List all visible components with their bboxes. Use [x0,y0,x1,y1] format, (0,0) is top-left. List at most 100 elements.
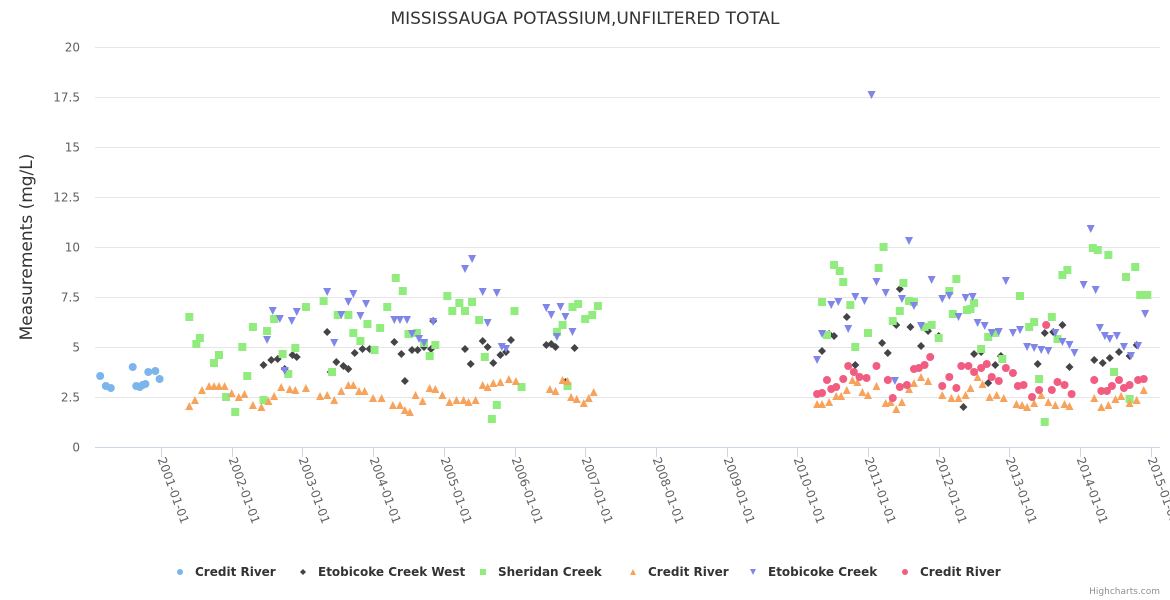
data-point [862,374,871,382]
data-point [570,344,579,352]
data-point [354,387,363,395]
data-point [968,293,977,301]
data-point [984,333,993,341]
data-point [985,393,994,401]
data-point [1053,335,1062,343]
data-point [400,377,409,385]
data-point [1100,332,1109,340]
data-point [1065,402,1074,410]
data-point [905,237,914,245]
legend-item[interactable]: Credit River [177,565,276,579]
data-point [1030,318,1039,326]
data-point [185,313,194,321]
data-point [431,341,440,349]
data-point [563,382,572,390]
data-point [404,330,413,338]
data-point [1122,273,1131,281]
data-point [275,315,284,323]
data-point [349,381,358,389]
legend-item[interactable]: Credit River [902,565,1001,579]
data-point [195,334,204,342]
legend-item[interactable]: Etobicoke Creek West [300,565,465,579]
legend-item[interactable]: Etobicoke Creek [750,565,878,579]
credits-link[interactable]: Highcharts.com [1089,587,1160,597]
data-point [264,397,273,405]
data-point [834,298,843,306]
legend-label: Sheridan Creek [498,565,603,579]
series-0 [96,363,164,392]
data-point [1090,376,1099,384]
data-point [1037,391,1046,399]
data-point [397,350,406,358]
data-point [905,297,914,305]
data-point [323,288,332,296]
x-tick-label: 2007-01-01 [579,455,616,525]
data-point [344,365,353,373]
data-point [383,303,392,311]
data-point [412,329,421,337]
data-point [415,335,424,343]
data-point [492,289,501,297]
y-tick-label: 17.5 [53,91,80,105]
data-point [920,361,929,369]
data-point [837,392,846,400]
data-point [483,343,492,351]
legend-item[interactable]: Credit River [630,565,729,579]
data-point [860,297,869,305]
data-point [328,368,337,376]
data-point [1019,381,1028,389]
data-point [563,377,572,385]
grid-lines [95,47,1160,398]
data-point [344,311,353,319]
data-point [999,394,1008,402]
data-point [961,294,970,302]
data-point [511,377,520,385]
data-point [1132,396,1141,404]
data-point [316,392,325,400]
data-point [994,377,1003,385]
data-point [970,368,979,376]
data-point [1033,360,1042,368]
data-point [1110,368,1119,376]
data-point [268,307,277,315]
data-point [496,351,505,359]
data-point [1025,323,1034,331]
data-point [547,311,556,319]
data-point [1065,341,1074,349]
data-point [398,287,407,295]
legend-marker-icon [750,569,756,575]
data-point [1058,338,1067,346]
data-point [1104,401,1113,409]
data-point [879,243,888,251]
data-point [1070,349,1079,357]
data-point [349,329,358,337]
data-point [844,362,853,370]
data-point [1018,401,1027,409]
data-point [1051,329,1060,337]
data-point [1016,292,1025,300]
data-point [568,303,577,311]
data-point [222,393,231,401]
data-point [987,329,996,337]
data-point [881,289,890,297]
data-point [301,303,310,311]
data-point [1093,246,1102,254]
data-point [468,298,477,306]
legend-item[interactable]: Sheridan Creek [480,565,603,579]
data-point [998,355,1007,363]
data-point [144,368,153,376]
data-point [917,342,926,350]
data-point [1114,348,1123,356]
data-point [452,396,461,404]
data-point [909,302,918,310]
data-point [466,360,475,368]
data-point [388,401,397,409]
data-point [407,330,416,338]
data-point [966,384,975,392]
data-point [909,379,918,387]
data-point [344,298,353,306]
data-point [954,313,963,321]
data-point [517,383,526,391]
data-point [934,334,943,342]
